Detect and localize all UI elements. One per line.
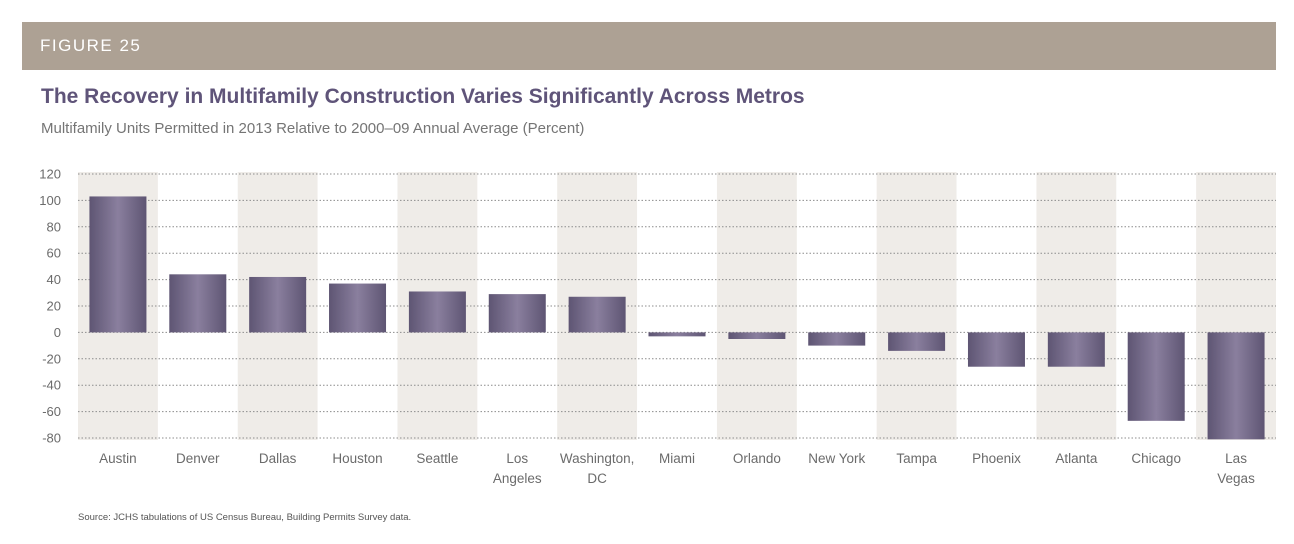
x-tick-label: Orlando [733,451,781,466]
y-tick-label: 100 [39,193,61,208]
bar [408,291,466,333]
x-tick-label: Washington, DC [560,451,635,486]
x-tick-label: Los Angeles [493,451,542,486]
y-tick-label: -60 [42,404,61,419]
y-axis-ticks: 120 100 80 60 40 20 0 -20 -40 -60 -80 [39,167,61,446]
y-tick-label: 80 [47,219,61,234]
figure-header-bar: FIGURE 25 [22,22,1276,70]
bar [488,294,546,333]
y-tick-label: 0 [54,325,61,340]
bar [1047,332,1105,367]
bar [808,332,866,346]
source-note: Source: JCHS tabulations of US Census Bu… [78,512,412,523]
y-tick-label: 60 [47,246,61,261]
bar [888,332,946,351]
bar [1207,332,1265,440]
bar [648,332,706,337]
background-band [716,172,797,440]
x-tick-label: Las Vegas [1217,451,1255,486]
y-tick-label: 120 [39,167,61,182]
bar [89,196,147,333]
x-tick-label: Phoenix [972,451,1021,466]
x-tick-label: Chicago [1131,451,1181,466]
y-tick-label: 20 [47,299,61,314]
chart-subtitle: Multifamily Units Permitted in 2013 Rela… [41,120,585,137]
x-tick-label: Atlanta [1055,451,1098,466]
x-tick-label: Seattle [416,451,458,466]
bar [329,283,387,333]
bar [1127,332,1185,421]
chart-title: The Recovery in Multifamily Construction… [41,85,805,108]
y-tick-label: -40 [42,378,61,393]
x-tick-label: Dallas [259,451,297,466]
bar [728,332,786,339]
y-tick-label: -80 [42,431,61,446]
x-axis-labels: Austin Denver Dallas Houston Seattle Los Angel… [99,451,1255,486]
y-tick-label: 40 [47,272,61,287]
x-tick-label: Miami [659,451,695,466]
bars [89,196,1265,440]
x-tick-label: New York [808,451,865,466]
x-tick-label: Houston [332,451,382,466]
y-tick-label: -20 [42,351,61,366]
background-band [876,172,957,440]
bar [967,332,1025,367]
x-tick-label: Austin [99,451,137,466]
x-tick-label: Denver [176,451,220,466]
bar [568,296,626,333]
figure-label: FIGURE 25 [40,36,142,55]
bar [249,276,307,333]
x-tick-label: Tampa [896,451,937,466]
bar [169,274,227,333]
